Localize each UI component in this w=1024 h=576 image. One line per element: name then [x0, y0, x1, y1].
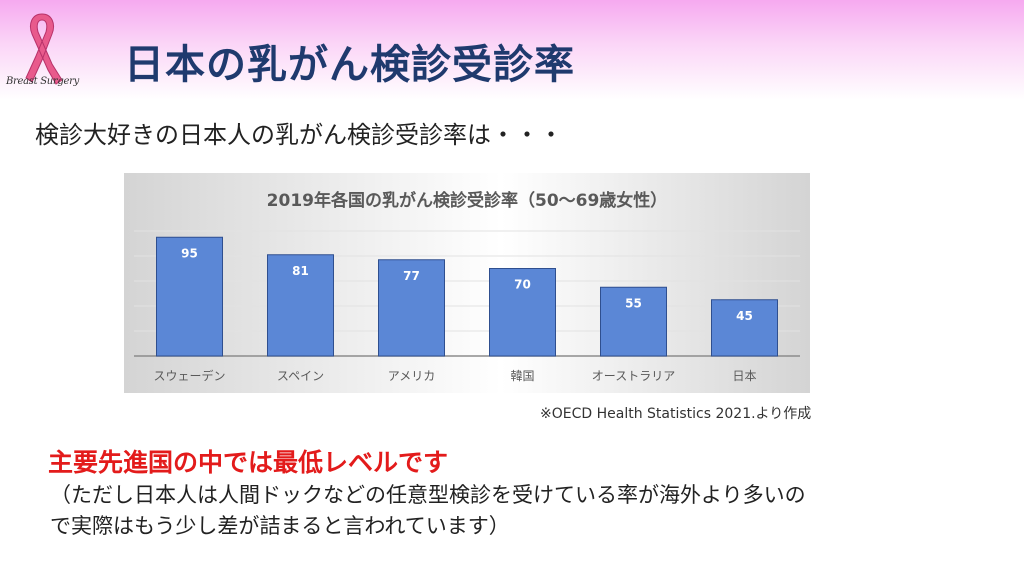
bar-5: [600, 286, 667, 357]
bar-6: [711, 299, 778, 357]
header-band: [0, 0, 1024, 100]
bar-2: [267, 254, 334, 357]
pink-ribbon-icon: [25, 13, 63, 85]
bar-3: [378, 259, 445, 357]
bar-chart: 2019年各国の乳がん検診受診率（50〜69歳女性） 95 81 77 70 55 45 …: [124, 173, 810, 393]
note-line: で実際はもう少し差が詰まると言われています）: [50, 514, 510, 538]
data-label: 77: [403, 269, 420, 283]
data-label: 55: [625, 296, 642, 310]
x-tick-label: スペイン: [277, 369, 324, 383]
data-label: 81: [292, 264, 309, 278]
x-tick-label: オーストラリア: [592, 369, 675, 383]
x-tick-label: 日本: [732, 369, 756, 383]
highlight-text: 主要先進国の中では最低レベルです: [48, 448, 449, 477]
pink-ribbon-logo: Breast Surgery: [2, 8, 82, 94]
data-label: 95: [181, 246, 198, 260]
x-tick-label: アメリカ: [388, 369, 435, 383]
lead-text: 検診大好きの日本人の乳がん検診受診率は・・・: [35, 121, 563, 149]
note-line: （ただし日本人は人間ドックなどの任意型検診を受けている率が海外より多いの: [50, 483, 806, 507]
x-tick-label: 韓国: [510, 369, 534, 383]
source-note: ※OECD Health Statistics 2021.より作成: [540, 406, 812, 422]
slide-title: 日本の乳がん検診受診率: [124, 42, 575, 88]
data-label: 70: [514, 278, 531, 292]
bar-4: [489, 268, 556, 357]
note-text: （ただし日本人は人間ドックなどの任意型検診を受けている率が海外より多いの で実際…: [50, 480, 990, 542]
data-label: 45: [736, 309, 753, 323]
x-tick-label: スウェーデン: [153, 368, 225, 383]
bar-1: [156, 236, 223, 357]
chart-title: 2019年各国の乳がん検診受診率（50〜69歳女性）: [267, 190, 668, 211]
logo-text: Breast Surgery: [6, 76, 79, 87]
